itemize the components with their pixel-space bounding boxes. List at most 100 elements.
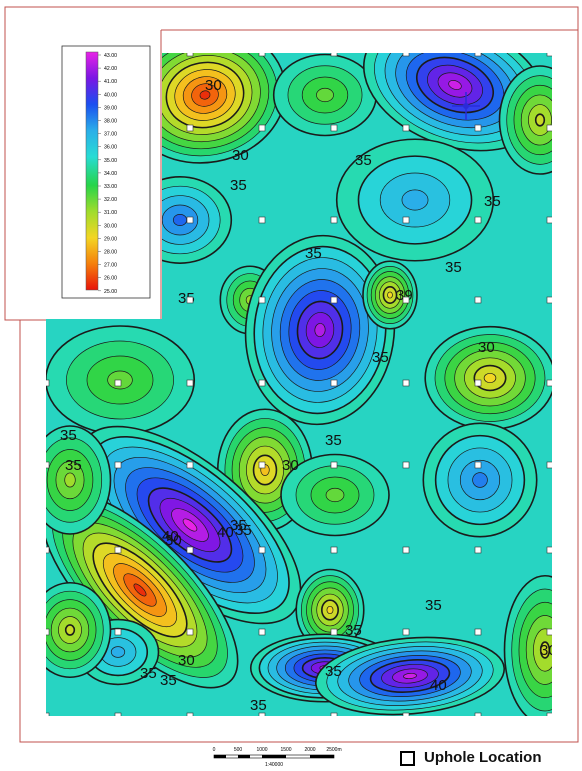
contour-label: 35 — [325, 663, 342, 680]
uphole-marker — [258, 712, 266, 716]
uphole-marker — [402, 216, 410, 224]
contour-anomaly — [422, 422, 538, 538]
contour-band — [110, 646, 126, 658]
contour-anomaly — [335, 138, 495, 262]
uphole-marker — [474, 546, 482, 554]
uphole-marker — [186, 216, 194, 224]
uphole-marker — [46, 712, 50, 716]
uphole-marker-icon — [400, 751, 415, 766]
uphole-marker — [402, 296, 410, 304]
uphole-marker — [330, 216, 338, 224]
contour-anomaly — [46, 425, 112, 535]
contour-label: 35 — [65, 457, 82, 474]
contour-band — [316, 87, 334, 103]
contour-anomaly — [503, 574, 552, 716]
legend-label: 40.00 — [104, 92, 117, 98]
scale-tick-label: 2500m — [326, 747, 341, 753]
contour-anomaly — [315, 636, 505, 716]
contour-anomaly — [280, 453, 390, 537]
contour-band — [326, 605, 334, 615]
color-legend: 43.00 42.00 41.00 40.00 39.00 38.00 37.00 36.00… — [61, 45, 151, 299]
contour-anomaly — [123, 53, 287, 164]
uphole-marker — [546, 712, 552, 716]
contour-band — [172, 214, 188, 226]
contour-label: 40 — [430, 677, 447, 694]
uphole-marker — [46, 379, 50, 387]
uphole-marker — [186, 379, 194, 387]
contour-band — [534, 113, 546, 127]
uphole-marker — [330, 296, 338, 304]
contour-anomaly — [272, 53, 378, 137]
uphole-marker — [186, 296, 194, 304]
contour-label: 35 — [484, 193, 501, 210]
uphole-marker — [474, 216, 482, 224]
contour-label: 30 — [165, 532, 182, 549]
uphole-marker — [474, 124, 482, 132]
uphole-marker — [186, 461, 194, 469]
contour-band — [314, 323, 326, 337]
legend-label: 33.00 — [104, 184, 117, 190]
contour-label: 35 — [140, 665, 157, 682]
legend-label: 42.00 — [104, 66, 117, 72]
contour-anomaly — [424, 325, 552, 431]
legend-label: 34.00 — [104, 171, 117, 177]
legend-label: 31.00 — [104, 210, 117, 216]
uphole-marker — [546, 216, 552, 224]
contour-anomaly — [362, 260, 418, 330]
contour-anomaly — [498, 65, 552, 175]
uphole-marker — [474, 461, 482, 469]
contour-band — [133, 583, 147, 597]
scale-tick-label: 0 — [213, 747, 216, 753]
legend-label: 38.00 — [104, 119, 117, 125]
uphole-marker — [474, 628, 482, 636]
uphole-marker — [186, 546, 194, 554]
scale-tick-label: 1500 — [280, 747, 291, 753]
contour-band — [387, 291, 393, 299]
legend-label: 41.00 — [104, 79, 117, 85]
uphole-marker — [546, 461, 552, 469]
uphole-marker — [402, 124, 410, 132]
contour-label: 35 — [160, 672, 177, 689]
uphole-marker — [402, 379, 410, 387]
contour-band — [64, 472, 76, 488]
uphole-marker — [330, 461, 338, 469]
uphole-marker — [330, 546, 338, 554]
uphole-marker — [258, 124, 266, 132]
contour-band — [483, 372, 497, 384]
legend-label: 32.00 — [104, 197, 117, 203]
uphole-marker — [330, 379, 338, 387]
uphole-marker — [114, 712, 122, 716]
uphole-marker — [546, 53, 552, 57]
uphole-marker — [546, 379, 552, 387]
uphole-marker — [186, 712, 194, 716]
uphole-marker — [258, 461, 266, 469]
scale-ratio-label: 1:40000 — [265, 762, 283, 768]
uphole-marker — [402, 461, 410, 469]
uphole-marker — [258, 379, 266, 387]
contour-label: 35 — [355, 152, 372, 169]
uphole-marker — [258, 628, 266, 636]
legend-label: 28.00 — [104, 250, 117, 256]
contour-label: 35 — [235, 522, 252, 539]
uphole-marker — [114, 546, 122, 554]
legend-label: 43.00 — [104, 53, 117, 59]
uphole-marker — [114, 628, 122, 636]
contour-label: 35 — [372, 349, 389, 366]
contour-band — [401, 189, 429, 211]
contour-label: 40 — [162, 528, 179, 545]
contour-anomaly — [244, 234, 396, 426]
scale-tick-label: 2000 — [304, 747, 315, 753]
contour-label: 35 — [230, 177, 247, 194]
contour-label: 35 — [345, 622, 362, 639]
contour-label: 30 — [282, 457, 299, 474]
contour-label: 35 — [325, 432, 342, 449]
contour-label: 30 — [478, 339, 495, 356]
uphole-marker — [402, 628, 410, 636]
uphole-marker — [402, 712, 410, 716]
legend-label: 27.00 — [104, 263, 117, 269]
uphole-marker — [546, 546, 552, 554]
uphole-marker — [474, 296, 482, 304]
contour-anomaly — [46, 491, 239, 689]
